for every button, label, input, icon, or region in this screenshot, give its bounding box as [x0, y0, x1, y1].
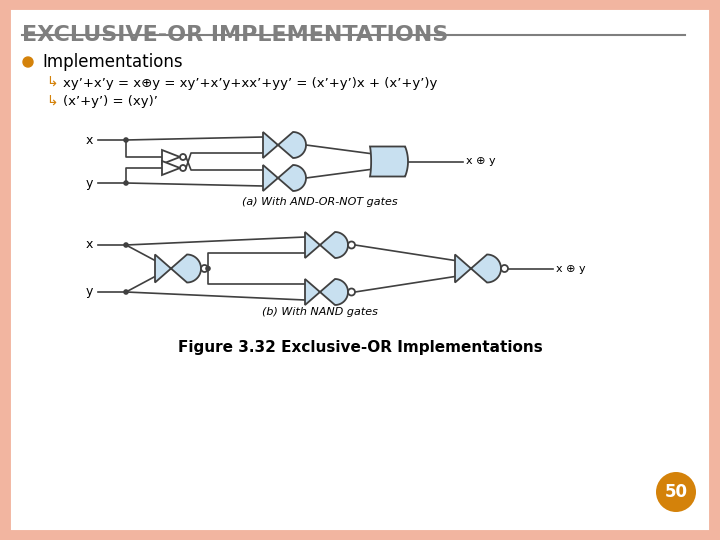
Polygon shape	[305, 232, 348, 258]
Circle shape	[123, 137, 129, 143]
Circle shape	[501, 265, 508, 272]
Text: (b) With NAND gates: (b) With NAND gates	[262, 307, 378, 317]
Text: x ⊕ y: x ⊕ y	[466, 157, 495, 166]
Polygon shape	[263, 132, 306, 158]
Circle shape	[23, 57, 33, 67]
Circle shape	[123, 180, 129, 186]
Text: y: y	[86, 177, 93, 190]
Text: EXCLUSIVE-OR IMPLEMENTATIONS: EXCLUSIVE-OR IMPLEMENTATIONS	[22, 25, 449, 45]
Text: x: x	[86, 133, 93, 146]
Circle shape	[348, 241, 355, 248]
Circle shape	[123, 242, 129, 248]
Circle shape	[180, 165, 186, 171]
Circle shape	[201, 265, 208, 272]
Polygon shape	[455, 254, 501, 282]
Text: (x’+y’) = (xy)’: (x’+y’) = (xy)’	[63, 96, 158, 109]
Text: (a) With AND-OR-NOT gates: (a) With AND-OR-NOT gates	[242, 197, 398, 207]
Text: 50: 50	[665, 483, 688, 501]
Polygon shape	[370, 146, 408, 177]
Text: ↳: ↳	[46, 76, 58, 90]
Polygon shape	[263, 165, 306, 191]
Text: y: y	[86, 286, 93, 299]
Circle shape	[123, 289, 129, 295]
Circle shape	[348, 288, 355, 295]
Circle shape	[656, 472, 696, 512]
Text: ↳: ↳	[46, 95, 58, 109]
Text: x ⊕ y: x ⊕ y	[556, 264, 585, 273]
Text: xy’+x’y = x⊕y = xy’+x’y+xx’+yy’ = (x’+y’)x + (x’+y’)y: xy’+x’y = x⊕y = xy’+x’y+xx’+yy’ = (x’+y’…	[63, 77, 437, 90]
Polygon shape	[162, 150, 180, 164]
Text: x: x	[86, 239, 93, 252]
Polygon shape	[155, 254, 201, 282]
Polygon shape	[162, 161, 180, 175]
Text: Figure 3.32 Exclusive-OR Implementations: Figure 3.32 Exclusive-OR Implementations	[178, 340, 542, 355]
Circle shape	[205, 266, 211, 271]
Polygon shape	[305, 279, 348, 305]
Text: Implementations: Implementations	[42, 53, 183, 71]
Circle shape	[180, 154, 186, 160]
